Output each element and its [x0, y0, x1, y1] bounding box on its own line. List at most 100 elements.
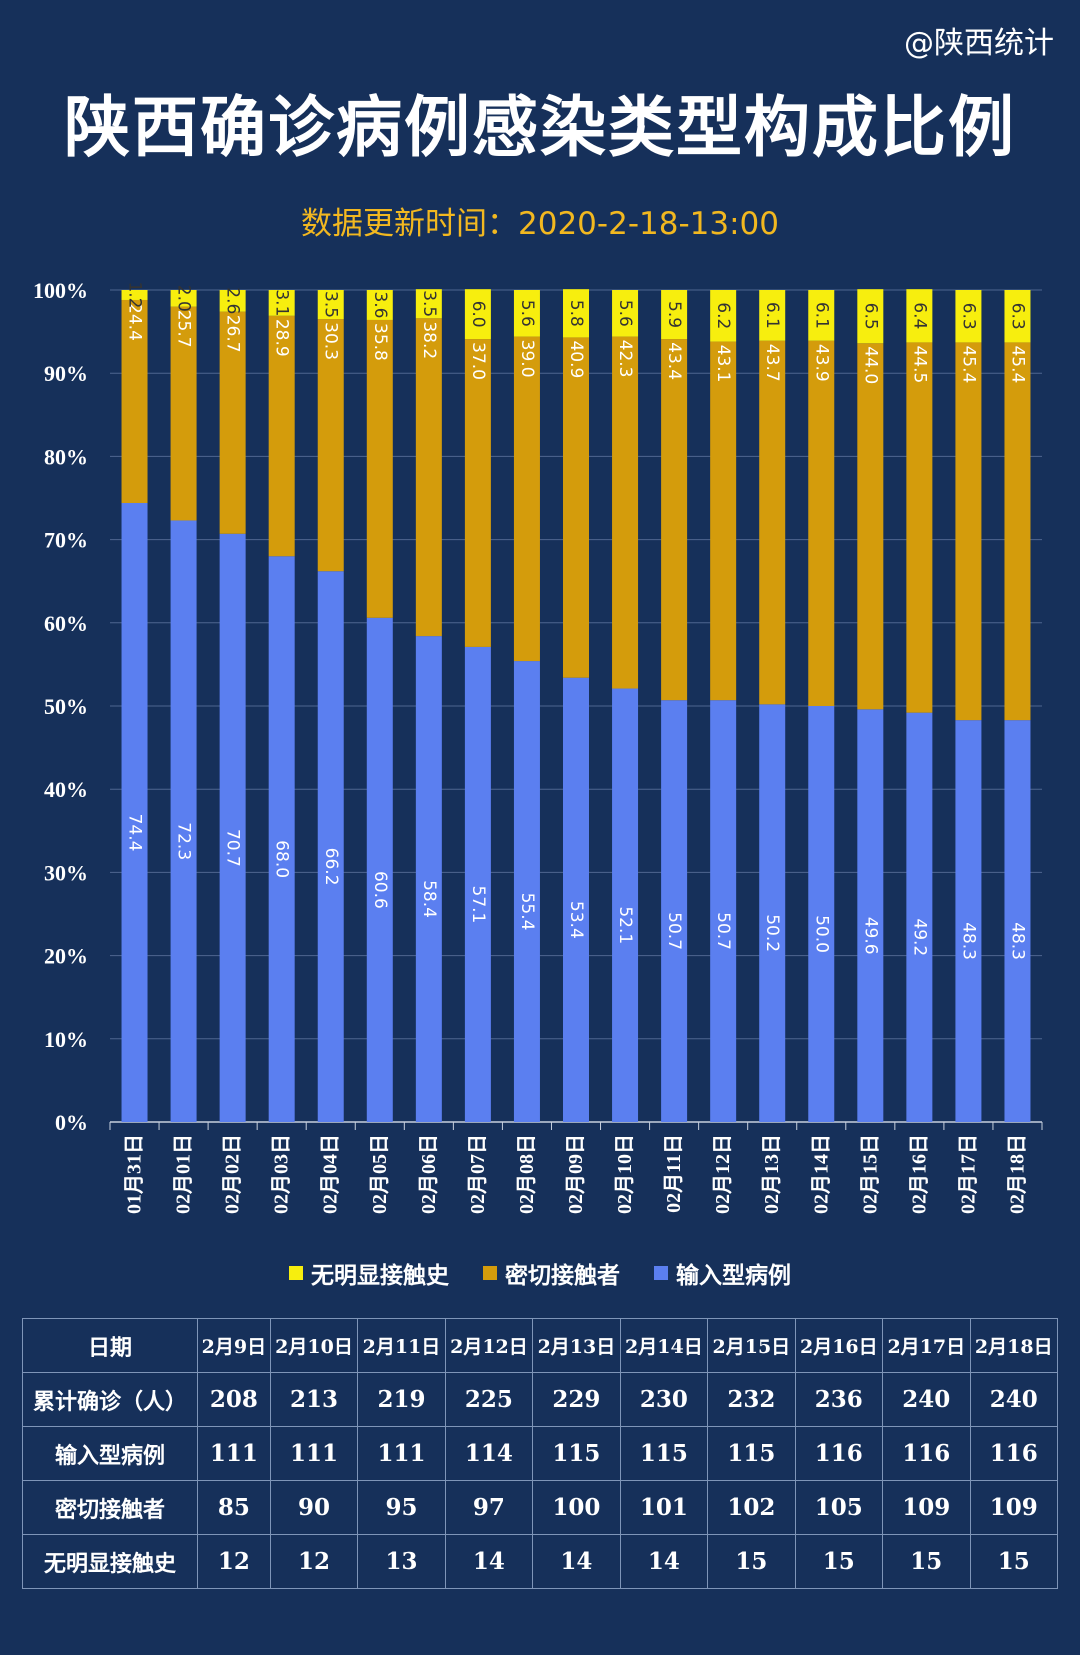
x-tick-label: 02月15日 [859, 1134, 881, 1214]
bar-unknown [268, 290, 295, 316]
data-label: 6.1 [762, 302, 782, 329]
bar-unknown [219, 290, 246, 312]
data-label: 43.9 [811, 344, 831, 382]
data-label: 38.2 [419, 321, 439, 359]
data-label: 2.0 [174, 285, 194, 312]
data-label: 43.4 [664, 342, 684, 380]
table-cell: 14 [619, 1534, 709, 1589]
data-label: 43.7 [762, 344, 782, 382]
table-row-label: 密切接触者 [22, 1480, 198, 1535]
data-label: 52.1 [615, 906, 635, 944]
data-label: 57.1 [468, 886, 488, 924]
bar-unknown [661, 290, 688, 340]
table-cell: 85 [197, 1480, 271, 1535]
bar-contact [710, 341, 737, 701]
x-tick-label: 01月31日 [124, 1134, 146, 1214]
data-label: 48.3 [1007, 922, 1027, 960]
bar-unknown [1004, 290, 1031, 343]
table-cell: 12 [197, 1534, 271, 1589]
bar-imported [906, 712, 933, 1122]
x-tick-label: 02月16日 [908, 1134, 930, 1214]
table-date-header: 2月9日 [197, 1318, 271, 1373]
bar-imported [857, 709, 884, 1122]
data-label: 43.1 [713, 345, 733, 383]
table-header-row: 日期 2月9日 2月10日 2月11日 2月12日 2月13日 2月14日 2月15日 2月1… [22, 1318, 1059, 1373]
table-cell: 116 [969, 1426, 1059, 1481]
data-label: 72.3 [174, 822, 194, 860]
x-tick-label: 02月06日 [418, 1134, 440, 1214]
data-label: 35.8 [370, 323, 390, 361]
legend-label-imported: 输入型病例 [676, 1263, 791, 1289]
bar-unknown [955, 290, 982, 343]
x-tick-label: 02月14日 [810, 1134, 832, 1214]
bar-unknown [906, 289, 933, 343]
data-label: 24.4 [125, 303, 145, 341]
table-cell: 115 [619, 1426, 709, 1481]
page-title: 陕西确诊病例感染类型构成比例 [64, 89, 1016, 166]
data-label: 26.7 [223, 315, 243, 353]
data-table: 日期 2月9日 2月10日 2月11日 2月12日 2月13日 2月14日 2月15日 2月1… [22, 1318, 1059, 1589]
table-cell: 102 [707, 1480, 796, 1535]
x-tick-label: 02月07日 [467, 1134, 489, 1214]
data-label: 3.6 [370, 291, 390, 318]
table-date-header: 2月14日 [619, 1318, 709, 1373]
bar-imported [170, 520, 197, 1122]
bar-imported [1004, 720, 1031, 1122]
data-label: 45.4 [1007, 345, 1027, 383]
x-tick-label: 02月17日 [957, 1134, 979, 1214]
data-label: 5.6 [615, 300, 635, 327]
y-tick-label: 60% [44, 611, 88, 636]
bar-imported [563, 677, 589, 1122]
legend-label-unknown: 无明显接触史 [311, 1263, 449, 1289]
legend-item-contact: 密切接触者 [483, 1256, 620, 1290]
bar-unknown [857, 289, 884, 344]
x-tick-label: 02月11日 [663, 1134, 685, 1213]
table-row-label: 累计确诊（人） [22, 1372, 198, 1427]
bar-unknown [563, 289, 589, 338]
bar-imported [808, 706, 835, 1122]
data-label: 42.3 [615, 340, 635, 378]
table-cell: 15 [794, 1534, 884, 1589]
data-label: 6.4 [909, 302, 929, 329]
table-cell: 111 [357, 1426, 446, 1481]
data-label: 6.3 [1007, 303, 1027, 330]
table-cell: 116 [794, 1426, 884, 1481]
legend-item-imported: 输入型病例 [654, 1256, 791, 1290]
data-label: 5.9 [664, 301, 684, 328]
x-tick-label: 02月18日 [1006, 1134, 1028, 1214]
data-label: 5.6 [517, 300, 537, 327]
y-tick-label: 30% [44, 860, 88, 885]
y-tick-label: 80% [44, 444, 88, 469]
data-label: 49.6 [860, 917, 880, 955]
table-cell: 101 [619, 1480, 709, 1535]
data-label: 5.8 [566, 300, 586, 327]
table-cell: 213 [269, 1372, 359, 1427]
bar-contact [366, 319, 393, 618]
x-tick-label: 02月12日 [712, 1134, 734, 1214]
x-tick-label: 02月08日 [516, 1134, 538, 1214]
data-label: 49.2 [909, 918, 929, 956]
legend-swatch-unknown [289, 1266, 303, 1280]
bar-contact [415, 318, 442, 637]
table-cell: 109 [882, 1480, 971, 1535]
table-cell: 115 [532, 1426, 621, 1481]
data-label: 6.3 [958, 303, 978, 330]
legend-swatch-contact [483, 1266, 497, 1280]
data-label: 3.5 [321, 291, 341, 318]
bar-contact [906, 342, 933, 713]
table-cell: 111 [197, 1426, 271, 1481]
update-time: 数据更新时间：2020-2-18-13:00 [301, 206, 779, 242]
table-date-header: 2月17日 [882, 1318, 971, 1373]
table-cell: 240 [882, 1372, 971, 1427]
table-cell: 230 [619, 1372, 709, 1427]
bar-unknown [513, 290, 540, 337]
x-tick-label: 02月01日 [173, 1134, 195, 1214]
bar-imported [464, 646, 491, 1122]
table-row: 无明显接触史 12 12 13 14 14 14 15 15 15 15 [22, 1534, 1059, 1589]
table-cell: 116 [882, 1426, 971, 1481]
bar-unknown [464, 289, 491, 340]
bar-contact [612, 336, 639, 689]
table-date-header: 2月16日 [794, 1318, 884, 1373]
bar-contact [808, 340, 835, 706]
data-label: 2.6 [223, 287, 243, 314]
